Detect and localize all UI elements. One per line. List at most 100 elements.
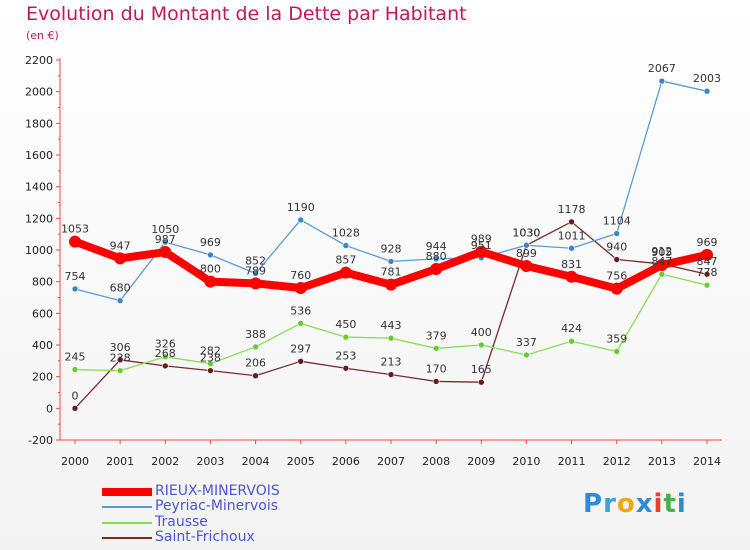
x-tick-label: 2009 bbox=[467, 455, 495, 468]
data-label: 1030 bbox=[512, 226, 540, 239]
data-point bbox=[116, 367, 124, 374]
logo-letter: P bbox=[583, 489, 604, 519]
chart-title: Evolution du Montant de la Dette par Hab… bbox=[26, 3, 467, 25]
data-label: 206 bbox=[245, 357, 266, 370]
data-label: 2067 bbox=[648, 62, 676, 75]
data-label: 245 bbox=[65, 351, 86, 364]
data-label: 847 bbox=[651, 255, 672, 268]
logo-letter: t bbox=[663, 489, 677, 519]
data-point bbox=[568, 244, 575, 252]
data-label: 424 bbox=[561, 322, 582, 335]
data-label: 400 bbox=[471, 326, 492, 339]
legend-swatch bbox=[102, 522, 152, 524]
data-label: 297 bbox=[290, 342, 311, 355]
data-label: 912 bbox=[651, 245, 672, 258]
data-label: 165 bbox=[471, 363, 492, 376]
data-label: 388 bbox=[245, 328, 266, 341]
data-point bbox=[342, 242, 350, 249]
data-point bbox=[385, 278, 397, 291]
data-label: 337 bbox=[516, 336, 537, 349]
data-point bbox=[655, 259, 668, 272]
data-label: 680 bbox=[110, 282, 131, 295]
data-point bbox=[161, 362, 169, 370]
data-label: 443 bbox=[381, 319, 402, 332]
data-point bbox=[161, 238, 169, 246]
data-point bbox=[613, 256, 621, 263]
data-point bbox=[116, 297, 124, 304]
data-point bbox=[475, 245, 488, 258]
x-tick-label: 2011 bbox=[558, 455, 586, 468]
logo-letter: i bbox=[676, 489, 687, 519]
data-label: 238 bbox=[110, 352, 131, 365]
data-point bbox=[568, 218, 575, 226]
data-label: 989 bbox=[471, 233, 492, 246]
data-point bbox=[610, 282, 623, 295]
y-tick-label: 2200 bbox=[25, 54, 53, 67]
data-label: 359 bbox=[606, 332, 627, 345]
data-label: 831 bbox=[561, 258, 582, 271]
data-point bbox=[294, 282, 307, 294]
data-point bbox=[477, 341, 485, 349]
data-label: 2003 bbox=[693, 72, 721, 85]
data-label: 940 bbox=[606, 241, 627, 254]
x-tick-label: 2013 bbox=[648, 455, 676, 468]
logo-letter: o bbox=[616, 489, 636, 519]
legend-label: Saint-Frichoux bbox=[155, 529, 255, 545]
data-label: 1053 bbox=[61, 223, 89, 236]
data-point bbox=[568, 337, 575, 345]
data-point bbox=[342, 364, 350, 372]
data-label: 800 bbox=[200, 263, 221, 276]
legend-label: RIEUX-MINERVOIS bbox=[155, 483, 280, 499]
data-point bbox=[432, 255, 440, 263]
data-label: 781 bbox=[381, 266, 402, 279]
x-tick-label: 2003 bbox=[196, 455, 224, 468]
data-label: 1178 bbox=[558, 203, 586, 216]
data-label: 847 bbox=[697, 255, 718, 268]
data-point bbox=[430, 263, 443, 275]
data-point bbox=[658, 270, 666, 278]
data-label: 905 bbox=[651, 246, 672, 259]
x-tick-label: 2006 bbox=[332, 455, 360, 468]
data-label: 778 bbox=[697, 266, 718, 279]
chart-subtitle: (en €) bbox=[26, 29, 59, 42]
data-label: 789 bbox=[245, 264, 266, 277]
y-tick-label: 600 bbox=[32, 307, 53, 320]
data-point bbox=[703, 270, 711, 278]
data-point bbox=[387, 334, 395, 342]
data-point bbox=[387, 258, 395, 265]
data-point bbox=[116, 356, 124, 364]
x-tick-label: 2012 bbox=[603, 455, 631, 468]
x-tick-label: 2001 bbox=[106, 455, 134, 468]
data-label: 1028 bbox=[332, 227, 360, 240]
data-label: 1011 bbox=[558, 229, 586, 242]
data-point bbox=[658, 77, 666, 85]
data-point bbox=[71, 366, 79, 373]
data-point bbox=[613, 348, 621, 355]
data-point bbox=[342, 333, 350, 341]
y-tick-label: 0 bbox=[46, 402, 53, 415]
data-point bbox=[71, 285, 79, 293]
data-point bbox=[207, 251, 214, 259]
data-label: 852 bbox=[245, 254, 266, 267]
y-tick-label: 1800 bbox=[25, 117, 53, 130]
logo-letter: r bbox=[603, 489, 617, 519]
data-label: 213 bbox=[381, 356, 402, 369]
data-point bbox=[252, 372, 259, 380]
data-point bbox=[523, 241, 530, 249]
data-label: 756 bbox=[606, 270, 627, 283]
y-tick-label: 2000 bbox=[25, 86, 53, 99]
data-label: 760 bbox=[290, 269, 311, 282]
data-point bbox=[297, 358, 305, 365]
data-point bbox=[387, 371, 395, 378]
data-label: 928 bbox=[381, 242, 402, 255]
data-label: 379 bbox=[426, 329, 447, 342]
data-point bbox=[252, 343, 259, 351]
y-tick-label: 1200 bbox=[25, 212, 53, 225]
data-point bbox=[432, 378, 440, 385]
data-label: 170 bbox=[426, 362, 447, 375]
data-label: 880 bbox=[426, 250, 447, 263]
data-label: 969 bbox=[697, 236, 718, 249]
data-point bbox=[297, 320, 305, 327]
data-point bbox=[207, 360, 214, 367]
proxiti-logo: Proxiti bbox=[583, 489, 687, 519]
